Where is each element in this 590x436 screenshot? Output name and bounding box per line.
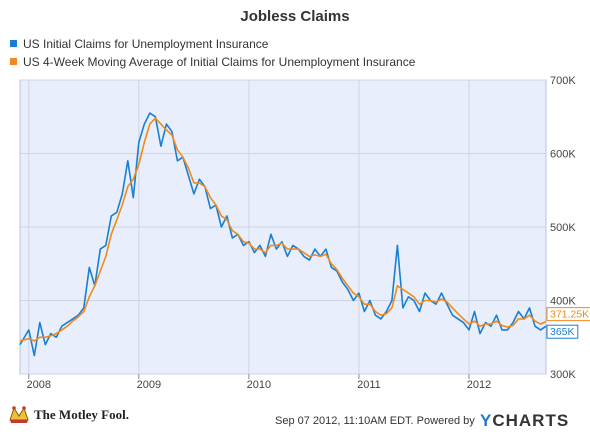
legend-entry-moving-average: US 4-Week Moving Average of Initial Clai… [10,55,415,69]
y-tick-label: 500K [550,222,576,234]
ycharts-logo-y: Y [480,411,493,430]
end-label: 365K [550,326,575,338]
x-tick-label: 2010 [247,379,271,391]
x-tick-label: 2011 [357,379,381,391]
footer-timestamp: Sep 07 2012, 11:10AM EDT. [275,415,414,427]
ycharts-logo-text: CHARTS [492,411,570,430]
footer-credit: Sep 07 2012, 11:10AM EDT. Powered by [275,415,475,427]
y-tick-label: 700K [550,75,576,87]
end-label-box [546,324,579,339]
series-line-initial-claims [19,112,547,357]
series-line-moving-average [19,117,547,342]
y-tick-label: 600K [550,149,576,161]
legend-label-initial-claims: US Initial Claims for Unemployment Insur… [23,37,269,51]
motley-fool-text: The Motley Fool. [34,407,129,422]
legend-label-moving-average: US 4-Week Moving Average of Initial Clai… [23,55,416,69]
footer-powered-by: Powered by [416,415,475,427]
y-tick-label: 400K [550,296,576,308]
legend-swatch-moving-average [10,58,17,66]
ycharts-logo: YCHARTS [480,411,569,431]
plot-area [19,79,547,375]
legend-entry-initial-claims: US Initial Claims for Unemployment Insur… [10,37,268,51]
legend-swatch-initial-claims [10,40,17,48]
x-tick-label: 2008 [27,379,51,391]
x-tick-label: 2012 [467,379,491,391]
chart-title: Jobless Claims [240,8,350,25]
motley-fool-logo: The Motley Fool. [8,404,129,426]
end-label: 371.25K [550,309,589,321]
end-label-box [546,307,590,322]
x-tick-label: 2009 [137,379,161,391]
y-tick-label: 300K [550,369,576,381]
jester-hat-icon [9,406,29,423]
